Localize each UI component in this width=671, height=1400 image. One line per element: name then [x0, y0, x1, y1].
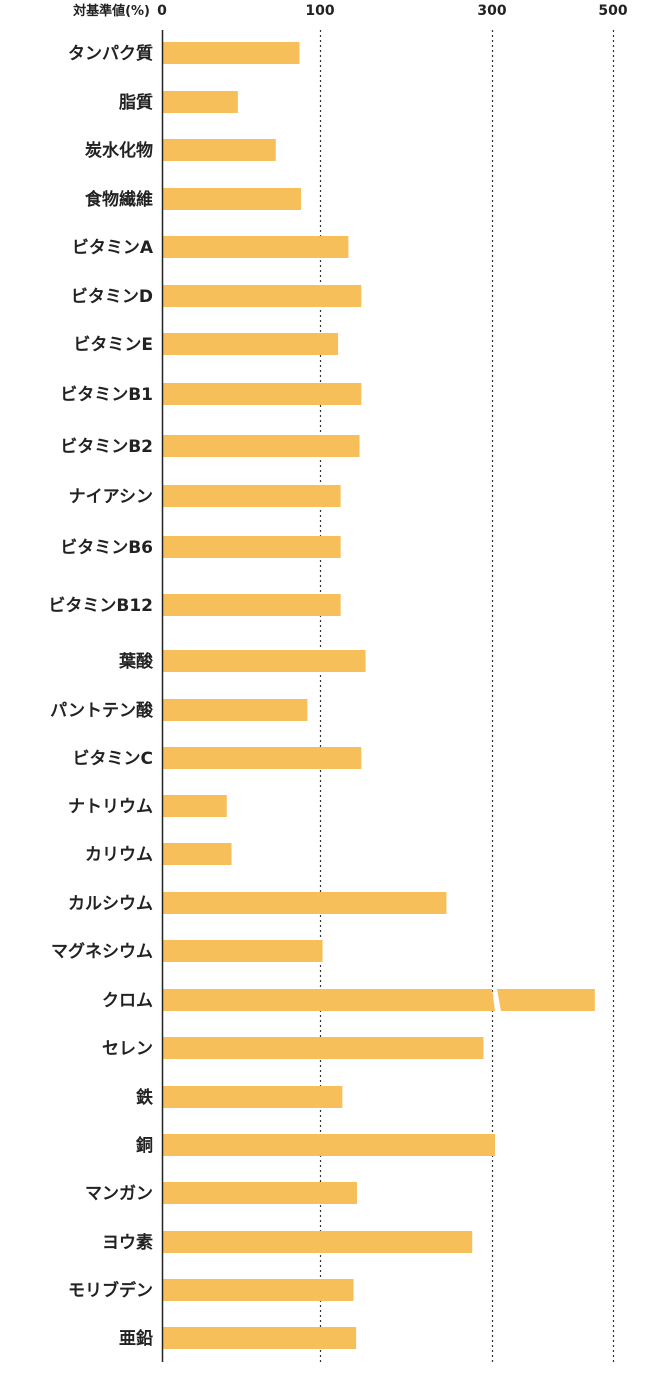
bar-カルシウム — [162, 892, 447, 914]
bar-脂質 — [162, 91, 238, 113]
bar-ビタミンB6 — [162, 536, 341, 558]
category-label: マンガン — [85, 1184, 153, 1204]
bar-亜鉛 — [162, 1327, 357, 1349]
category-label: 食物繊維 — [85, 189, 153, 210]
category-label: 亜鉛 — [119, 1328, 153, 1349]
category-label: ビタミンA — [72, 238, 154, 258]
bar-ナイアシン — [162, 485, 341, 507]
category-label: ビタミンC — [73, 749, 153, 769]
category-label: パントテン酸 — [50, 700, 154, 721]
bar-銅 — [162, 1134, 496, 1156]
bar-ビタミンC — [162, 747, 362, 769]
bar-ビタミンB1 — [162, 383, 362, 405]
category-label: ナイアシン — [69, 487, 153, 507]
category-label: ビタミンB6 — [60, 538, 153, 558]
category-label: ビタミンE — [73, 335, 153, 355]
category-label: ナトリウム — [68, 797, 153, 817]
category-label: カルシウム — [68, 894, 153, 914]
bar-クロム-part2 — [497, 989, 595, 1011]
tick-label-300: 300 — [477, 3, 506, 19]
bar-ヨウ素 — [162, 1231, 473, 1253]
category-label: モリブデン — [68, 1280, 153, 1301]
bar-マンガン — [162, 1182, 357, 1204]
category-label: ビタミンB12 — [48, 596, 153, 616]
category-label: 脂質 — [119, 92, 153, 113]
bar-モリブデン — [162, 1279, 354, 1301]
bar-ビタミンE — [162, 333, 339, 355]
grid-lines — [319, 30, 615, 1362]
x-axis-ticks: 0 100 300 500 — [157, 3, 628, 19]
bars — [162, 42, 595, 1349]
category-label: ヨウ素 — [102, 1233, 153, 1253]
category-label: 炭水化物 — [85, 140, 153, 161]
axis-title: 対基準値(%) — [72, 3, 150, 19]
bar-マグネシウム — [162, 940, 323, 962]
bar-炭水化物 — [162, 139, 276, 161]
tick-label-0: 0 — [157, 3, 167, 19]
bar-食物繊維 — [162, 188, 302, 210]
bar-ビタミンB2 — [162, 435, 360, 457]
bar-鉄 — [162, 1086, 343, 1108]
category-label: 鉄 — [136, 1087, 153, 1108]
bar-クロム-part1 — [162, 989, 495, 1011]
category-label: 銅 — [136, 1135, 153, 1156]
category-label: クロム — [102, 991, 153, 1011]
category-label: セレン — [102, 1039, 153, 1059]
tick-label-100: 100 — [305, 3, 334, 19]
bar-ビタミンD — [162, 285, 362, 307]
category-label: マグネシウム — [51, 941, 153, 962]
category-label: ビタミンD — [71, 287, 153, 307]
bar-パントテン酸 — [162, 699, 308, 721]
bar-ビタミンB12 — [162, 594, 341, 616]
category-label: カリウム — [85, 845, 153, 865]
bar-タンパク質 — [162, 42, 300, 64]
bar-セレン — [162, 1037, 484, 1059]
category-label: ビタミンB1 — [60, 385, 153, 405]
category-label: 葉酸 — [118, 651, 154, 672]
category-label: ビタミンB2 — [60, 437, 153, 457]
bar-カリウム — [162, 843, 232, 865]
bar-ビタミンA — [162, 236, 349, 258]
bar-ナトリウム — [162, 795, 227, 817]
tick-label-500: 500 — [598, 3, 627, 19]
bar-葉酸 — [162, 650, 366, 672]
category-label: タンパク質 — [68, 43, 153, 64]
